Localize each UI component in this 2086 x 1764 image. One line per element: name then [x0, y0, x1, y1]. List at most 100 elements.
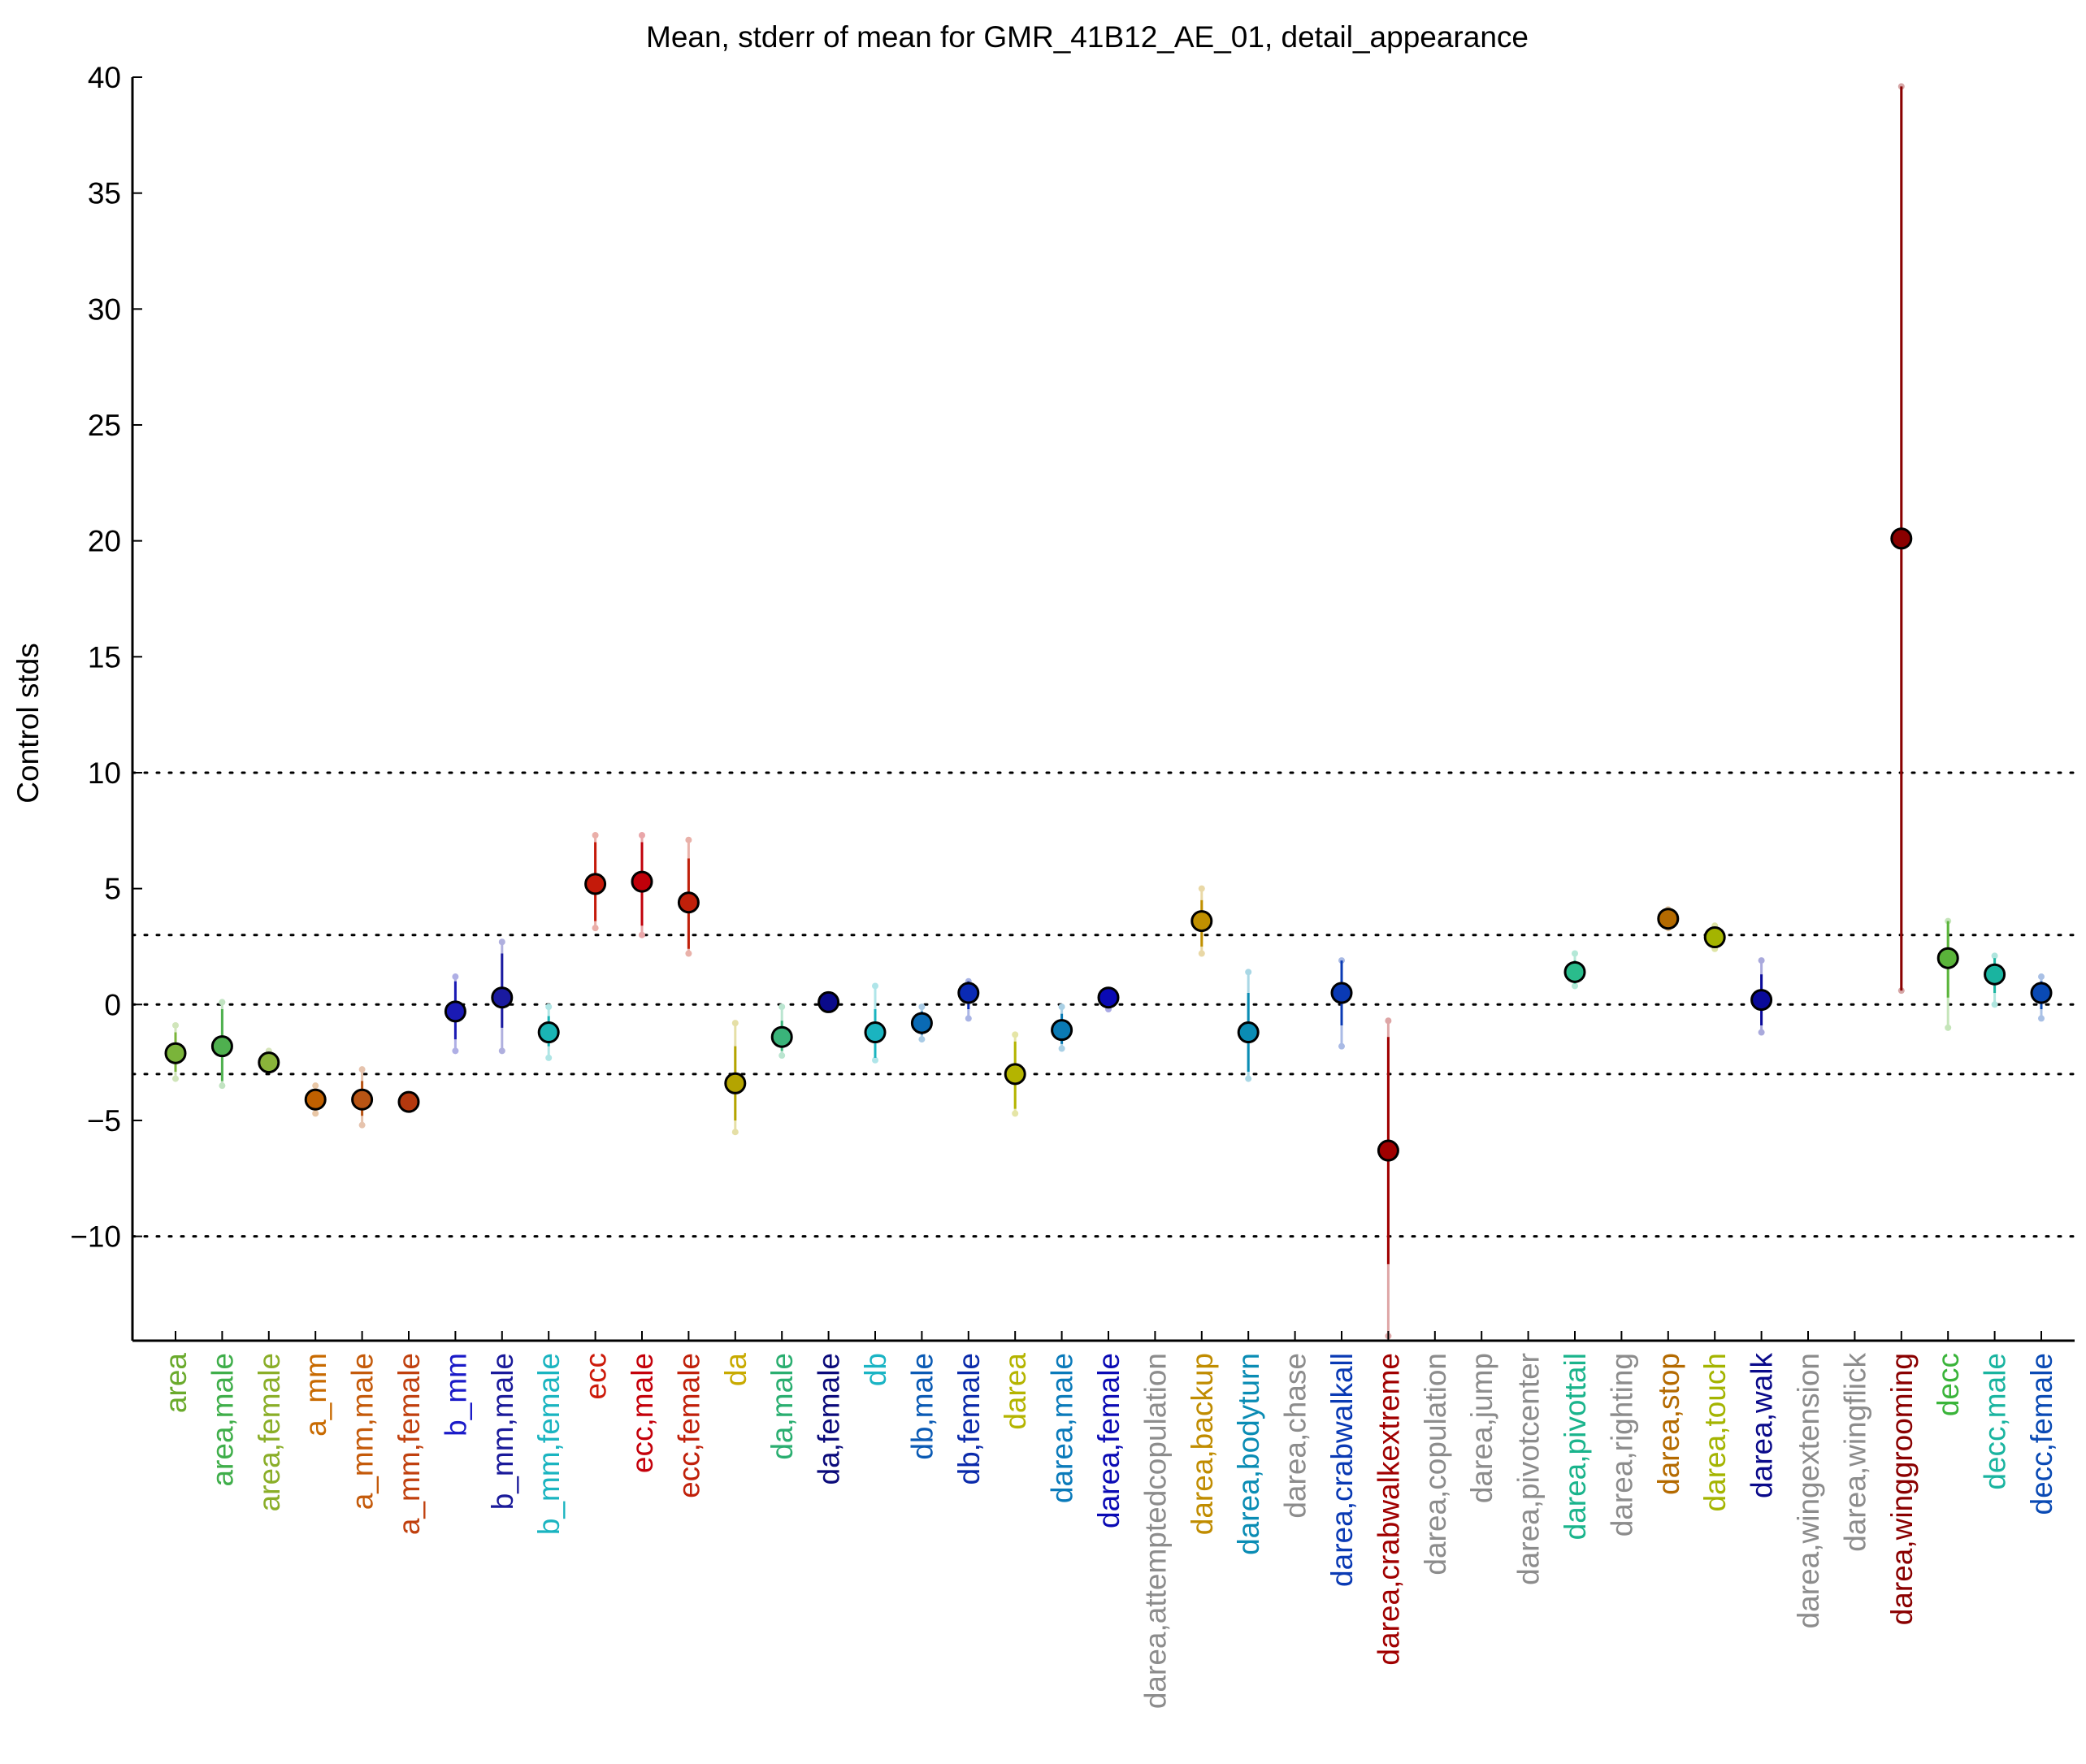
individual-point — [498, 938, 505, 946]
individual-point — [545, 1003, 553, 1011]
individual-point — [1198, 950, 1205, 957]
x-tick-label: darea,male — [1046, 1353, 1079, 1503]
axes — [131, 77, 2075, 1342]
mean-marker — [1097, 986, 1120, 1009]
individual-point — [1245, 969, 1252, 976]
x-tick-label: darea,walk — [1746, 1353, 1779, 1498]
mean-marker — [1936, 947, 1959, 969]
x-tick-label: darea,jump — [1465, 1353, 1498, 1503]
mean-marker — [1237, 1021, 1260, 1044]
x-tick-label: db,male — [905, 1353, 939, 1460]
mean-marker — [444, 1000, 466, 1023]
mean-marker — [258, 1051, 280, 1074]
individual-point — [1012, 1110, 1019, 1117]
x-tick-label: b_mm,male — [486, 1353, 519, 1510]
individual-point — [1945, 1024, 1952, 1031]
x-tick-label: ecc,female — [672, 1353, 705, 1498]
mean-marker — [491, 986, 514, 1009]
individual-point — [778, 1003, 786, 1011]
individual-point — [592, 832, 599, 839]
individual-point — [1572, 950, 1578, 957]
x-tick-label: b_mm,female — [532, 1353, 566, 1535]
individual-point — [1338, 1042, 1345, 1050]
individual-point — [358, 1121, 366, 1129]
x-tick-label: darea,righting — [1605, 1353, 1638, 1536]
y-tick-label: −5 — [87, 1104, 121, 1138]
mean-marker — [1750, 989, 1773, 1012]
x-tick-label: area — [159, 1353, 193, 1413]
y-tick-label: −10 — [70, 1220, 121, 1254]
mean-marker — [1377, 1139, 1399, 1162]
mean-marker — [1984, 963, 2006, 986]
mean-marker — [1330, 982, 1353, 1004]
individual-point — [1198, 885, 1205, 892]
individual-point — [1058, 1045, 1065, 1052]
individual-point — [731, 1129, 739, 1136]
individual-point — [2038, 1015, 2045, 1022]
individual-point — [872, 982, 878, 990]
mean-marker — [1657, 908, 1680, 930]
x-tick-label: darea,female — [1092, 1353, 1125, 1528]
x-tick-label: area,female — [253, 1353, 286, 1511]
individual-point — [452, 973, 459, 981]
mean-marker — [537, 1021, 560, 1044]
mean-marker — [1563, 960, 1586, 983]
x-tick-label: ecc,male — [626, 1353, 659, 1473]
y-tick-label: 40 — [88, 61, 121, 94]
x-tick-label: decc,male — [1979, 1353, 2012, 1490]
x-tick-labels: area area,male area,female a_mm a_mm,male a_m… — [159, 1331, 2058, 1709]
mean-marker — [1890, 527, 1913, 550]
individual-point — [1012, 1031, 1019, 1038]
x-tick-label: db — [859, 1353, 892, 1386]
individual-point — [1758, 1029, 1765, 1036]
individual-point — [2038, 973, 2045, 981]
mean-marker — [724, 1072, 747, 1094]
individual-point — [498, 1047, 505, 1055]
x-tick-label: darea,pivottail — [1559, 1353, 1592, 1540]
individual-point — [685, 950, 692, 957]
x-tick-label: da — [719, 1353, 752, 1387]
x-tick-label: a_mm,female — [392, 1353, 426, 1535]
x-tick-label: darea,backup — [1186, 1353, 1219, 1535]
individual-point — [685, 836, 692, 843]
x-tick-label: da,male — [765, 1353, 799, 1460]
y-tick-label: 0 — [104, 988, 121, 1021]
y-ticks: −10 −5 0 5 10 15 20 25 30 35 40 — [70, 61, 142, 1254]
mean-marker — [210, 1035, 233, 1058]
mean-marker — [351, 1088, 374, 1111]
individual-point — [872, 1056, 878, 1064]
x-tick-label: area,male — [206, 1353, 239, 1487]
individual-point — [1572, 982, 1578, 990]
mean-marker — [817, 990, 840, 1013]
x-tick-label: darea,chase — [1279, 1353, 1312, 1519]
individual-point — [219, 999, 226, 1006]
chart-title: Mean, stderr of mean for GMR_41B12_AE_01… — [646, 20, 1529, 54]
x-tick-label: decc,female — [2025, 1353, 2058, 1515]
x-tick-label: darea,copulation — [1419, 1353, 1452, 1575]
x-tick-label: darea,touch — [1698, 1353, 1732, 1511]
x-tick-label: a_mm,male — [346, 1353, 379, 1510]
x-tick-label: decc — [1932, 1353, 1965, 1416]
individual-point — [312, 1082, 319, 1090]
y-tick-label: 15 — [88, 640, 121, 674]
y-tick-label: 35 — [88, 177, 121, 210]
x-tick-label: ecc — [579, 1353, 613, 1400]
x-tick-label: da,female — [813, 1353, 846, 1485]
mean-marker — [1004, 1063, 1026, 1086]
mean-marker — [1703, 926, 1726, 949]
mean-marker — [631, 870, 653, 893]
mean-marker — [1190, 910, 1213, 933]
individual-point — [1991, 952, 1998, 960]
individual-point — [1058, 1003, 1065, 1011]
x-tick-label: darea,crabwalkall — [1325, 1353, 1359, 1587]
x-tick-label: darea,wingflick — [1838, 1353, 1871, 1552]
individual-point — [639, 931, 645, 938]
individual-point — [545, 1054, 553, 1061]
individual-point — [1245, 1075, 1252, 1082]
individual-point — [639, 832, 645, 839]
y-tick-label: 20 — [88, 525, 121, 558]
individual-point — [778, 1052, 786, 1060]
mean-marker — [770, 1025, 793, 1048]
y-tick-label: 25 — [88, 409, 121, 442]
